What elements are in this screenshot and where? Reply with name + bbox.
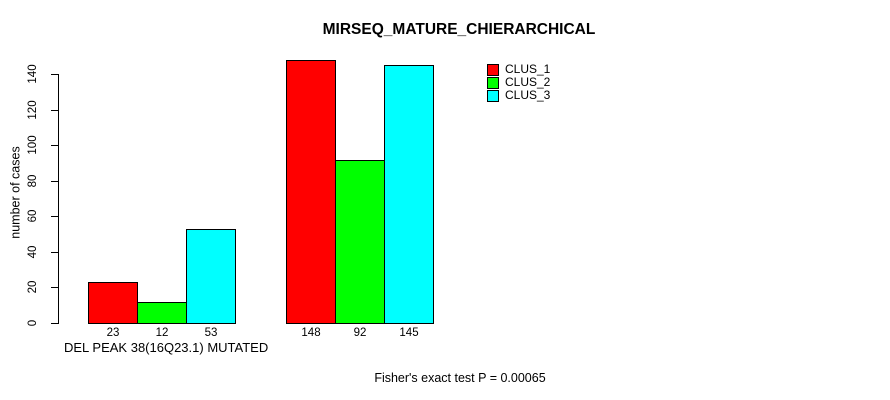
y-tick-label: 60 — [27, 210, 39, 223]
y-axis-tick — [51, 109, 58, 111]
bar-clus_1-group1 — [88, 282, 138, 324]
y-axis-tick — [51, 145, 58, 147]
y-axis-tick — [51, 287, 58, 289]
y-axis-tick — [51, 216, 58, 218]
y-tick-label: 100 — [27, 135, 39, 155]
legend-item-clus_2: CLUS_2 — [487, 76, 550, 89]
bar-value-label: 92 — [353, 327, 367, 339]
legend-label: CLUS_3 — [505, 88, 551, 102]
y-tick-label: 40 — [27, 245, 39, 259]
bar-value-label: 148 — [301, 327, 321, 339]
y-axis-tick — [51, 74, 58, 76]
bar-value-label: 53 — [204, 327, 218, 339]
bar-clus_2-group1 — [137, 301, 187, 324]
y-tick-label: 120 — [27, 100, 39, 120]
bar-clus_3-group2 — [384, 65, 434, 324]
y-axis-line — [58, 74, 59, 324]
fisher-test-text: Fisher's exact test P = 0.00065 — [374, 371, 546, 385]
bar-clus_3-group1 — [186, 228, 236, 324]
y-tick-label: 80 — [27, 174, 39, 188]
y-axis-label: number of cases — [8, 146, 23, 239]
x-axis-label: DEL PEAK 38(16Q23.1) MUTATED — [64, 340, 269, 355]
legend: CLUS_1 CLUS_2 CLUS_3 — [487, 63, 550, 102]
legend-item-clus_1: CLUS_1 — [487, 63, 550, 76]
legend-item-clus_3: CLUS_3 — [487, 89, 550, 102]
bar-clus_2-group2 — [335, 159, 385, 324]
y-tick-label: 20 — [27, 281, 39, 294]
y-axis-tick — [51, 323, 58, 324]
legend-swatch-icon — [487, 63, 499, 76]
bar-clus_1-group2 — [286, 60, 336, 324]
y-axis-tick — [51, 251, 58, 253]
y-tick-label: 0 — [27, 319, 39, 327]
bar-value-label: 23 — [106, 327, 120, 339]
y-axis-tick — [51, 180, 58, 182]
legend-swatch-icon — [487, 89, 499, 102]
legend-label: CLUS_1 — [505, 62, 551, 76]
legend-label: CLUS_2 — [505, 75, 551, 89]
chart-title: MIRSEQ_MATURE_CHIERARCHICAL — [322, 21, 596, 38]
legend-swatch-icon — [487, 76, 499, 89]
bar-value-label: 145 — [399, 327, 419, 339]
bar-value-label: 12 — [155, 327, 169, 339]
y-tick-label: 140 — [27, 64, 39, 84]
